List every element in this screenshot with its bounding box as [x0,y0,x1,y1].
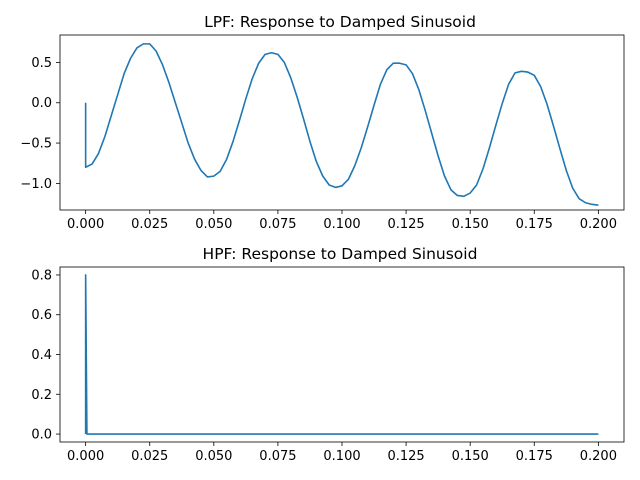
lpf-x-tick-label: 0.050 [195,217,232,232]
lpf-plot-area [84,43,599,206]
hpf-y-tick-label: 0.0 [31,428,52,443]
lpf-axes-frame [59,34,625,211]
hpf-y-axis: 0.0 0.2 0.4 0.6 0.8 [31,268,60,443]
hpf-plot-area [84,274,599,435]
hpf-subplot: HPF: Response to Damped Sinusoid 0.00.20… [31,245,625,464]
lpf-y-tick-label: −0.5 [20,137,52,152]
lpf-response-line [84,43,599,206]
hpf-x-tick-label: 0.125 [387,449,424,464]
hpf-x-tick-label: 0.100 [323,449,360,464]
hpf-y-tick-label: 0.8 [31,268,52,283]
lpf-x-tick-label: 0.150 [452,217,489,232]
lpf-x-tick-label: 0.075 [259,217,296,232]
lpf-x-tick-label: 0.100 [323,217,360,232]
lpf-x-tick-label: 0.125 [387,217,424,232]
hpf-x-tick-label: 0.075 [259,449,296,464]
hpf-y-tick-label: 0.2 [31,388,52,403]
lpf-x-tick-label: 0.200 [580,217,617,232]
lpf-y-tick-label: −1.0 [20,177,52,192]
lpf-x-tick-label: 0.025 [131,217,168,232]
hpf-x-tick-label: 0.050 [195,449,232,464]
hpf-x-tick-label: 0.025 [131,449,168,464]
hpf-axes-frame [59,266,625,443]
hpf-chart-title: HPF: Response to Damped Sinusoid [203,245,478,263]
lpf-subplot: LPF: Response to Damped Sinusoid −1.0 −0.… [20,13,625,232]
lpf-x-tick-label: 0.000 [67,217,104,232]
lpf-x-tick-label: 0.175 [516,217,553,232]
hpf-x-axis: 0.000 0.025 0.050 0.075 0.100 0.125 0.150 0.175… [67,442,617,464]
lpf-chart-title: LPF: Response to Damped Sinusoid [204,13,476,31]
hpf-x-tick-label: 0.150 [452,449,489,464]
lpf-x-axis: 0.000 0.025 0.050 0.075 0.100 0.125 0.150 0.175… [67,210,617,232]
lpf-y-tick-label: 0.5 [31,56,52,71]
lpf-y-axis: −1.0 −0.5 0.0 0.5 [20,56,60,192]
hpf-response-line [84,274,599,435]
hpf-y-tick-label: 0.6 [31,308,52,323]
hpf-x-tick-label: 0.000 [67,449,104,464]
hpf-x-tick-label: 0.175 [516,449,553,464]
hpf-y-tick-label: 0.4 [31,348,52,363]
lpf-y-tick-label: 0.0 [31,96,52,111]
hpf-x-tick-label: 0.200 [580,449,617,464]
